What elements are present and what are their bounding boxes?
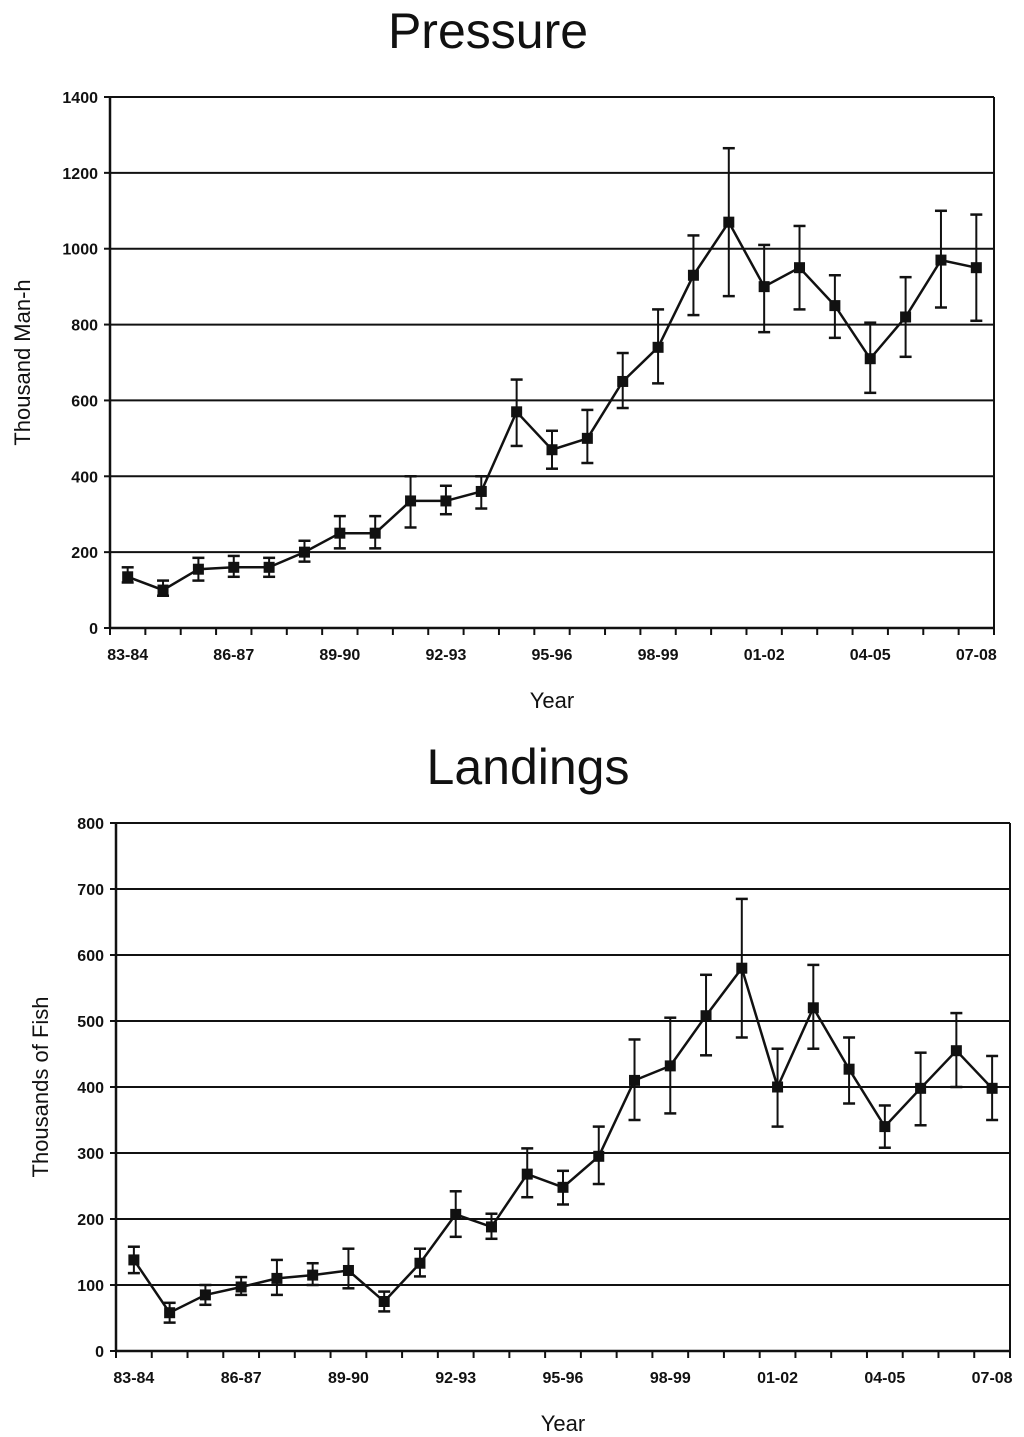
x-axis-title: Year bbox=[530, 688, 574, 713]
y-axis-title: Thousands of Fish bbox=[28, 997, 53, 1178]
y-tick-label: 200 bbox=[71, 545, 98, 562]
y-tick-label: 1400 bbox=[62, 90, 98, 107]
x-tick-label: 86-87 bbox=[221, 1370, 262, 1387]
y-axis-title: Thousand Man-h bbox=[10, 279, 35, 445]
data-point bbox=[950, 1045, 962, 1057]
y-tick-label: 100 bbox=[77, 1278, 104, 1295]
data-point bbox=[557, 1181, 569, 1193]
y-tick-label: 600 bbox=[71, 393, 98, 410]
landings-plot: 0 100 200 300 400 500 600 700 800 83-84 86-87 89-90… bbox=[28, 816, 1013, 1436]
x-tick-label: 07-08 bbox=[972, 1370, 1013, 1387]
data-point bbox=[128, 1254, 140, 1266]
data-point bbox=[369, 527, 381, 539]
data-point bbox=[521, 1168, 533, 1180]
data-point bbox=[864, 353, 876, 365]
x-tick-label: 89-90 bbox=[319, 647, 360, 664]
x-tick-label: 83-84 bbox=[113, 1370, 154, 1387]
data-point bbox=[307, 1269, 319, 1281]
x-tick-label: 92-93 bbox=[435, 1370, 476, 1387]
data-point bbox=[652, 341, 664, 353]
data-point bbox=[593, 1150, 605, 1162]
data-point bbox=[879, 1121, 891, 1133]
data-point bbox=[807, 1002, 819, 1014]
y-tick-label: 500 bbox=[77, 1014, 104, 1031]
y-tick-label: 0 bbox=[89, 621, 98, 638]
data-point bbox=[986, 1082, 998, 1094]
data-point bbox=[405, 495, 417, 507]
data-point bbox=[970, 262, 982, 274]
data-point bbox=[843, 1063, 855, 1075]
y-tick-label: 800 bbox=[77, 816, 104, 833]
y-tick-label: 1200 bbox=[62, 166, 98, 183]
data-point bbox=[581, 432, 593, 444]
data-point bbox=[629, 1074, 641, 1086]
data-point bbox=[157, 584, 169, 596]
data-point bbox=[199, 1289, 211, 1301]
data-point bbox=[617, 375, 629, 387]
data-point bbox=[475, 485, 487, 497]
x-tick-label: 86-87 bbox=[213, 647, 254, 664]
x-tick-label: 01-02 bbox=[744, 647, 785, 664]
data-point bbox=[334, 527, 346, 539]
chart-title: Pressure bbox=[387, 3, 589, 59]
data-point bbox=[414, 1257, 426, 1269]
data-point bbox=[700, 1010, 712, 1022]
x-tick-label: 95-96 bbox=[543, 1370, 584, 1387]
y-tick-label: 700 bbox=[77, 882, 104, 899]
data-point bbox=[900, 311, 912, 323]
y-tick-label: 300 bbox=[77, 1146, 104, 1163]
y-tick-label: 800 bbox=[71, 318, 98, 335]
data-point bbox=[794, 262, 806, 274]
data-point bbox=[192, 563, 204, 575]
x-tick-label: 98-99 bbox=[650, 1370, 691, 1387]
series-line bbox=[127, 219, 977, 592]
data-point bbox=[736, 962, 748, 974]
x-tick-label: 07-08 bbox=[956, 647, 997, 664]
x-tick-label: 01-02 bbox=[757, 1370, 798, 1387]
pressure-plot: 0 200 400 600 800 1000 1200 1400 83-84 86-87 89-90… bbox=[10, 90, 997, 713]
x-tick-label: 83-84 bbox=[107, 647, 148, 664]
landings-chart: Landings 0 100 200 300 400 500 600 700 800 83-84 8… bbox=[0, 730, 1024, 1437]
data-point bbox=[687, 269, 699, 281]
y-tick-label: 400 bbox=[71, 469, 98, 486]
data-point bbox=[263, 561, 275, 573]
x-tick-label: 04-05 bbox=[850, 647, 891, 664]
data-point bbox=[829, 300, 841, 312]
data-point bbox=[342, 1264, 354, 1276]
data-point bbox=[485, 1221, 497, 1233]
y-tick-label: 200 bbox=[77, 1212, 104, 1229]
data-point bbox=[440, 495, 452, 507]
data-point bbox=[378, 1296, 390, 1307]
data-point bbox=[664, 1060, 676, 1072]
y-tick-label: 0 bbox=[95, 1344, 104, 1361]
data-point bbox=[935, 254, 947, 266]
series-line bbox=[132, 965, 994, 1315]
data-point bbox=[546, 444, 558, 456]
data-point bbox=[235, 1281, 247, 1293]
data-point bbox=[164, 1307, 176, 1319]
y-tick-label: 600 bbox=[77, 948, 104, 965]
data-point bbox=[758, 281, 770, 293]
chart-title: Landings bbox=[426, 739, 630, 795]
x-axis-title: Year bbox=[541, 1411, 585, 1436]
x-tick-label: 92-93 bbox=[425, 647, 466, 664]
x-tick-label: 98-99 bbox=[638, 647, 679, 664]
data-point bbox=[271, 1272, 283, 1284]
x-tick-label: 04-05 bbox=[864, 1370, 905, 1387]
data-point bbox=[772, 1081, 784, 1093]
y-tick-label: 1000 bbox=[62, 242, 98, 259]
x-tick-label: 89-90 bbox=[328, 1370, 369, 1387]
x-tick-label: 95-96 bbox=[532, 647, 573, 664]
data-point bbox=[511, 406, 523, 418]
data-point bbox=[450, 1208, 462, 1220]
y-tick-label: 400 bbox=[77, 1080, 104, 1097]
data-point bbox=[915, 1082, 927, 1094]
pressure-chart: Pressure 0 200 400 600 800 1000 1200 1400 83-84 8… bbox=[10, 3, 997, 713]
data-point bbox=[122, 571, 134, 583]
data-point bbox=[228, 561, 240, 573]
data-point bbox=[298, 546, 310, 558]
data-point bbox=[723, 216, 735, 228]
